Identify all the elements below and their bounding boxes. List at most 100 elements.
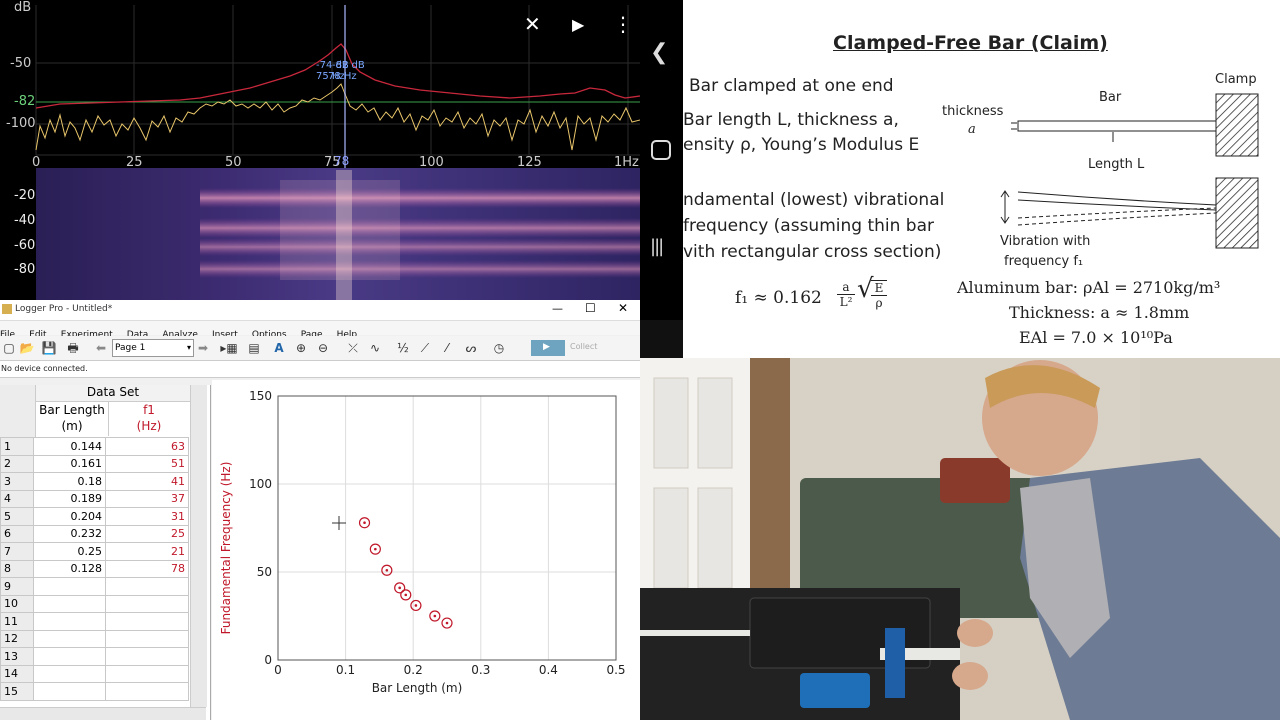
table-row[interactable]: 2 0.161 51 xyxy=(0,454,189,473)
tangent-icon[interactable]: ∿ xyxy=(369,341,381,355)
scatter-chart[interactable]: 0 0.1 0.2 0.3 0.4 0.5 0 50 100 150 Bar Length (m) F… xyxy=(212,380,640,720)
cell-bar-length[interactable] xyxy=(33,682,106,701)
table-row[interactable]: 8 0.128 78 xyxy=(0,559,189,578)
menu-insert[interactable]: Insert xyxy=(211,330,238,340)
timer-icon[interactable]: ◷ xyxy=(493,341,505,355)
collect-play-icon[interactable]: ▶ xyxy=(531,340,565,356)
menu-help[interactable]: Help xyxy=(336,330,358,340)
cell-bar-length[interactable]: 0.204 xyxy=(33,507,106,526)
table-icon[interactable]: ▸▦ xyxy=(220,341,238,355)
cell-f1[interactable]: 31 xyxy=(105,507,189,526)
bar-label: Bar xyxy=(1099,90,1122,105)
table-row[interactable]: 3 0.18 41 xyxy=(0,472,189,491)
phone xyxy=(800,673,870,708)
page-forward-icon[interactable]: ➡ xyxy=(197,341,209,355)
menu-file[interactable]: File xyxy=(0,330,16,340)
maximize-icon[interactable]: ☐ xyxy=(585,301,596,315)
cell-bar-length[interactable] xyxy=(33,594,106,613)
zoom-in-icon[interactable]: ⊕ xyxy=(295,341,307,355)
page-select[interactable]: Page 1 ▾ xyxy=(112,339,194,357)
cell-f1[interactable]: 41 xyxy=(105,472,189,491)
cell-f1[interactable] xyxy=(105,612,189,631)
cell-bar-length[interactable]: 0.144 xyxy=(33,437,106,456)
calculator-icon[interactable]: ▤ xyxy=(248,341,260,355)
table-row[interactable]: 9 xyxy=(0,577,189,596)
integral-icon[interactable]: ½ xyxy=(397,341,409,355)
cell-f1[interactable] xyxy=(105,647,189,666)
open-folder-icon[interactable]: 📂 xyxy=(19,341,35,355)
cell-bar-length[interactable]: 0.232 xyxy=(33,524,106,543)
print-icon[interactable]: 🖶 xyxy=(67,341,79,355)
cell-f1[interactable] xyxy=(105,577,189,596)
col-bar-length-header[interactable]: Bar Length (m) xyxy=(36,402,109,436)
curve-fit-icon[interactable]: ᔕ xyxy=(465,341,477,355)
back-chevron-icon[interactable]: ❮ xyxy=(650,40,669,65)
menu-experiment[interactable]: Experiment xyxy=(60,330,113,340)
new-file-icon[interactable]: ▢ xyxy=(3,341,15,355)
device-status: No device connected. xyxy=(1,364,88,373)
cell-bar-length[interactable]: 0.18 xyxy=(33,472,106,491)
table-row[interactable]: 15 xyxy=(0,682,189,701)
close-window-icon[interactable]: ✕ xyxy=(618,301,629,315)
cell-f1[interactable] xyxy=(105,664,189,683)
video-scene xyxy=(640,358,1280,720)
menu-edit[interactable]: Edit xyxy=(29,330,47,340)
play-icon[interactable]: ▶ xyxy=(572,15,585,34)
menu-analyze[interactable]: Analyze xyxy=(162,330,198,340)
table-row[interactable]: 4 0.189 37 xyxy=(0,489,189,508)
stats-icon[interactable]: ⟋ xyxy=(420,341,430,355)
table-row[interactable]: 10 xyxy=(0,594,189,613)
cell-bar-length[interactable]: 0.25 xyxy=(33,542,106,561)
spectrum-plot xyxy=(35,5,640,300)
cell-bar-length[interactable] xyxy=(33,647,106,666)
examine-icon[interactable]: ⤫ xyxy=(348,341,358,355)
cell-f1[interactable]: 25 xyxy=(105,524,189,543)
col-f1-header[interactable]: f1 (Hz) xyxy=(136,403,162,433)
cell-f1[interactable]: 51 xyxy=(105,454,189,473)
recents-icon[interactable]: ||| xyxy=(650,236,664,257)
row-number: 5 xyxy=(0,507,34,526)
page-back-icon[interactable]: ⬅ xyxy=(95,341,107,355)
cell-bar-length[interactable]: 0.128 xyxy=(33,559,106,578)
cell-bar-length[interactable] xyxy=(33,664,106,683)
cell-bar-length[interactable]: 0.161 xyxy=(33,454,106,473)
zoom-out-icon[interactable]: ⊖ xyxy=(317,341,329,355)
table-row[interactable]: 5 0.204 31 xyxy=(0,507,189,526)
linear-fit-icon[interactable]: ⁄ xyxy=(445,341,448,355)
logger-pro-window: Logger Pro - Untitled* — ☐ ✕ File Edit E… xyxy=(0,300,640,720)
cell-f1[interactable]: 37 xyxy=(105,489,189,508)
cell-bar-length[interactable] xyxy=(33,612,106,631)
autoscale-icon[interactable]: A xyxy=(274,341,284,355)
cell-f1[interactable]: 63 xyxy=(105,437,189,456)
table-row[interactable]: 7 0.25 21 xyxy=(0,542,189,561)
menu-options[interactable]: Options xyxy=(251,330,287,340)
more-vert-icon[interactable]: ⋮ xyxy=(613,12,633,36)
minimize-icon[interactable]: — xyxy=(552,302,563,315)
collect-button[interactable]: Collect xyxy=(570,342,598,351)
menu-page[interactable]: Page xyxy=(300,330,323,340)
vertical-scrollbar[interactable] xyxy=(190,385,207,707)
close-icon[interactable]: ✕ xyxy=(524,12,541,36)
home-icon[interactable] xyxy=(651,140,671,160)
cell-f1[interactable]: 21 xyxy=(105,542,189,561)
cell-f1[interactable] xyxy=(105,629,189,648)
cell-bar-length[interactable]: 0.189 xyxy=(33,489,106,508)
save-icon[interactable]: 💾 xyxy=(41,341,57,355)
cell-f1[interactable] xyxy=(105,594,189,613)
table-row[interactable]: 11 xyxy=(0,612,189,631)
table-row[interactable]: 12 xyxy=(0,629,189,648)
x-tick-label: 0.2 xyxy=(404,663,423,677)
clamp-block-bottom xyxy=(1215,177,1259,249)
menu-data[interactable]: Data xyxy=(126,330,149,340)
horizontal-scrollbar[interactable] xyxy=(0,707,206,720)
row-number: 12 xyxy=(0,629,34,648)
table-row[interactable]: 14 xyxy=(0,664,189,683)
cell-bar-length[interactable] xyxy=(33,629,106,648)
cell-f1[interactable] xyxy=(105,682,189,701)
table-row[interactable]: 1 0.144 63 xyxy=(0,437,189,456)
cell-f1[interactable]: 78 xyxy=(105,559,189,578)
table-row[interactable]: 6 0.232 25 xyxy=(0,524,189,543)
cell-bar-length[interactable] xyxy=(33,577,106,596)
table-row[interactable]: 13 xyxy=(0,647,189,666)
row-number: 1 xyxy=(0,437,34,456)
